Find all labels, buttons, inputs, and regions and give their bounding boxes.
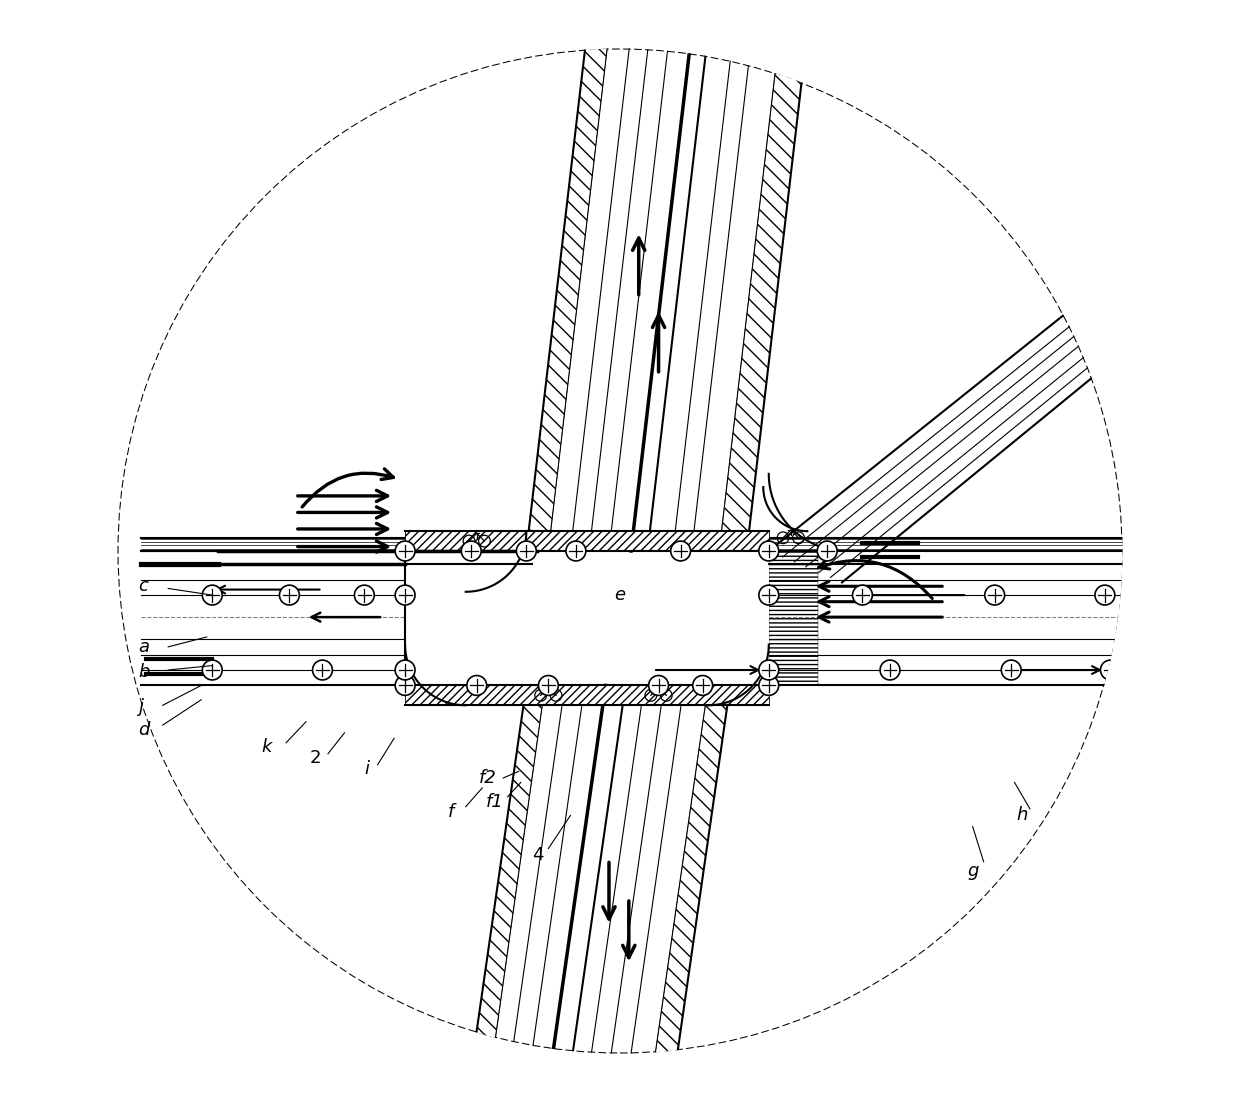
- Polygon shape: [526, 33, 609, 551]
- Text: j: j: [139, 699, 144, 716]
- Circle shape: [461, 541, 481, 561]
- Text: f1: f1: [486, 793, 503, 811]
- Text: a: a: [139, 638, 150, 656]
- Text: 2: 2: [309, 749, 321, 767]
- Polygon shape: [405, 531, 769, 551]
- Circle shape: [312, 660, 332, 680]
- Text: f2: f2: [479, 769, 497, 787]
- Circle shape: [202, 585, 222, 605]
- Text: d: d: [139, 721, 150, 738]
- Polygon shape: [405, 685, 769, 705]
- Circle shape: [538, 676, 558, 695]
- Circle shape: [985, 585, 1004, 605]
- Circle shape: [759, 660, 779, 680]
- Circle shape: [516, 541, 536, 561]
- Text: h: h: [1017, 807, 1028, 824]
- Text: g: g: [967, 862, 978, 879]
- Circle shape: [396, 541, 415, 561]
- Polygon shape: [405, 551, 769, 685]
- Circle shape: [759, 541, 779, 561]
- Circle shape: [396, 676, 415, 695]
- Text: k: k: [262, 738, 273, 756]
- Circle shape: [466, 676, 486, 695]
- Polygon shape: [653, 685, 730, 1069]
- Circle shape: [693, 676, 713, 695]
- Text: 4: 4: [532, 846, 543, 864]
- Circle shape: [817, 541, 837, 561]
- Circle shape: [565, 541, 585, 561]
- Circle shape: [396, 660, 415, 680]
- Polygon shape: [719, 33, 807, 551]
- Circle shape: [759, 585, 779, 605]
- Text: i: i: [365, 760, 370, 778]
- Text: f: f: [448, 803, 455, 821]
- Circle shape: [1100, 660, 1120, 680]
- Circle shape: [853, 585, 873, 605]
- Text: e: e: [615, 586, 625, 604]
- Circle shape: [279, 585, 299, 605]
- Polygon shape: [140, 551, 405, 685]
- Polygon shape: [769, 538, 1132, 685]
- Circle shape: [649, 676, 668, 695]
- Circle shape: [671, 541, 691, 561]
- Circle shape: [1001, 660, 1021, 680]
- Circle shape: [202, 660, 222, 680]
- Polygon shape: [471, 685, 546, 1069]
- Text: c: c: [139, 577, 149, 595]
- Circle shape: [355, 585, 374, 605]
- Circle shape: [759, 676, 779, 695]
- Circle shape: [396, 585, 415, 605]
- Circle shape: [880, 660, 900, 680]
- Polygon shape: [769, 551, 818, 685]
- Circle shape: [1095, 585, 1115, 605]
- Polygon shape: [218, 551, 405, 564]
- Text: b: b: [139, 663, 150, 681]
